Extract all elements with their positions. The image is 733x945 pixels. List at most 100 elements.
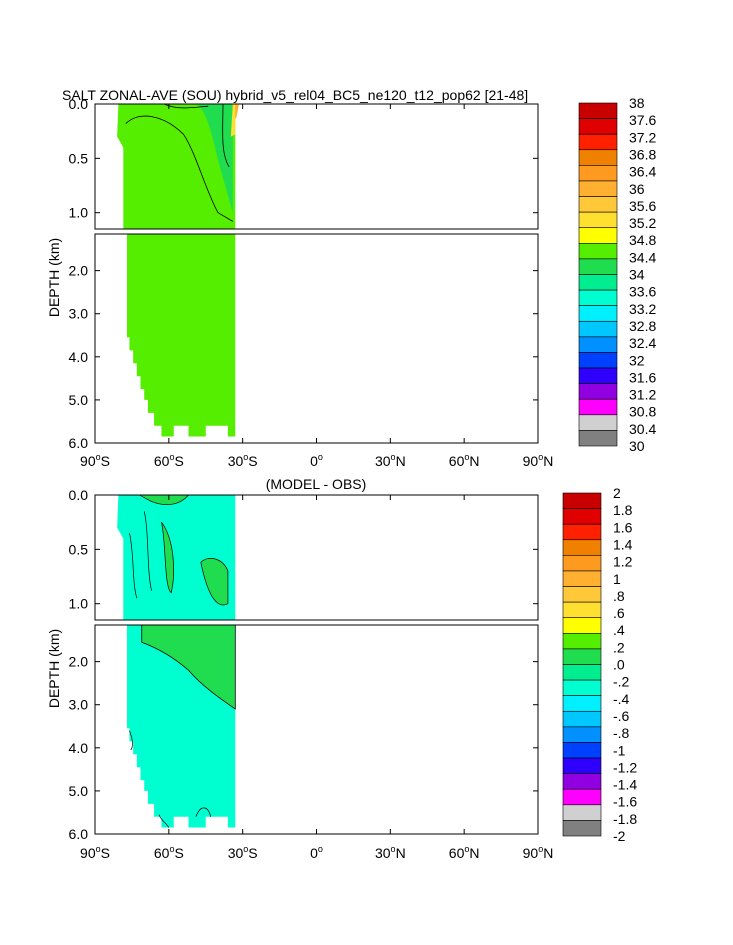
y-tick-label: 6.0 [69, 435, 89, 451]
region-35-2 [230, 104, 236, 137]
colorbar-swatch [578, 336, 618, 353]
colorbar-label: 30.8 [629, 404, 656, 420]
panel-1: SALT ZONAL-AVE (SOU) hybrid_v5_rel04_BC5… [46, 87, 656, 469]
x-tick-label: 90oN [523, 452, 554, 469]
colorbar-swatch [562, 820, 602, 837]
colorbar-swatch [578, 320, 618, 338]
colorbar-swatch [562, 648, 602, 665]
x-tick-label: 60oS [154, 452, 184, 469]
colorbar-label: .4 [613, 622, 625, 638]
colorbar-label: -1.4 [613, 777, 637, 793]
y-tick-label: 6.0 [69, 826, 89, 842]
colorbar-label: -.2 [613, 674, 630, 690]
x-tick-label: 60oN [449, 844, 480, 861]
contour-line [195, 807, 212, 817]
colorbar-swatch [562, 679, 602, 696]
y-tick-label: 3.0 [69, 697, 89, 713]
colorbar-swatch [578, 165, 618, 182]
colorbar-label: 36 [629, 181, 645, 197]
colorbar-label: -1.6 [613, 794, 637, 810]
y-tick-label: 4.0 [69, 740, 89, 756]
colorbar-label: .2 [613, 639, 625, 655]
contour-line [129, 532, 138, 599]
colorbar-swatch [578, 289, 618, 306]
y-tick-label: 2.0 [69, 263, 89, 279]
colorbar-swatch [578, 258, 618, 275]
colorbar-swatch [562, 633, 602, 650]
y-tick-label: 0.0 [69, 487, 89, 503]
x-tick-label: 30oS [228, 452, 258, 469]
colorbar-label: -1.2 [613, 759, 637, 775]
lower-fill [126, 234, 236, 437]
colorbar-swatch [578, 352, 618, 369]
colorbar-label: -.8 [613, 725, 630, 741]
colorbar-swatch [562, 788, 602, 806]
colorbar-swatch [578, 430, 618, 447]
colorbar-label: 34.4 [629, 249, 656, 265]
x-tick-label: 90oS [80, 844, 110, 861]
region-35-6 [235, 104, 239, 120]
colorbar-swatch [578, 149, 618, 166]
contour-line [143, 511, 152, 591]
x-tick-label: 0o [310, 452, 323, 469]
colorbar-label: 1.2 [613, 554, 633, 570]
colorbar-label: 2 [613, 485, 621, 501]
colorbar-swatch [578, 243, 618, 260]
colorbar-swatch [562, 710, 602, 728]
y-tick-label: 0.0 [69, 96, 89, 112]
colorbar-label: 32.4 [629, 335, 656, 351]
colorbar-swatch [578, 180, 618, 197]
colorbar-label: 30.4 [629, 421, 656, 437]
colorbar-swatch [578, 133, 618, 151]
colorbar-swatch [562, 726, 602, 743]
colorbar-swatch [562, 508, 602, 525]
upper-fill [117, 495, 236, 620]
colorbar-label: 34 [629, 267, 645, 283]
colorbar-swatch [578, 414, 618, 431]
colorbar-label: 32.8 [629, 318, 656, 334]
y-tick-label: 0.5 [69, 541, 89, 557]
colorbar-label: 1.8 [613, 502, 633, 518]
y-tick-label: 3.0 [69, 306, 89, 322]
region-positive [161, 521, 175, 594]
x-tick-label: 30oN [375, 452, 406, 469]
colorbar-swatch [578, 383, 618, 400]
colorbar-label: -.6 [613, 708, 630, 724]
colorbar-swatch [562, 804, 602, 821]
contour-line [125, 115, 234, 222]
colorbar-swatch [578, 196, 618, 213]
y-tick-label: 0.5 [69, 150, 89, 166]
x-tick-label: 30oN [375, 844, 406, 861]
colorbar: 21.81.61.41.21.8.6.4.2.0-.2-.4-.6-.8-1-1… [562, 485, 637, 844]
colorbar-swatch [578, 398, 618, 416]
lower-field [126, 624, 236, 828]
lower-field [126, 234, 236, 437]
colorbar-swatch [562, 570, 602, 587]
colorbar-swatch [578, 227, 618, 244]
x-tick-label: 90oN [523, 844, 554, 861]
upper-field [117, 494, 236, 620]
contour-line [158, 814, 170, 828]
colorbar-label: 33.6 [629, 284, 656, 300]
x-tick-label: 0o [310, 844, 323, 861]
colorbar-label: .0 [613, 657, 625, 673]
colorbar-swatch [562, 742, 602, 759]
colorbar-label: .6 [613, 605, 625, 621]
panel-title: (MODEL - OBS) [266, 476, 367, 492]
colorbar: 3837.637.236.836.43635.635.234.834.43433… [578, 95, 656, 454]
y-axis-label: DEPTH (km) [46, 629, 62, 708]
colorbar-swatch [578, 305, 618, 322]
colorbar-label: 35.6 [629, 198, 656, 214]
contour-line [163, 103, 209, 109]
colorbar-label: 1 [613, 571, 621, 587]
y-tick-label: 1.0 [69, 596, 89, 612]
panel-2: (MODEL - OBS)0.00.51.02.03.04.05.06.0DEP… [46, 476, 637, 861]
colorbar-label: 36.4 [629, 164, 656, 180]
colorbar-label: 1.6 [613, 519, 633, 535]
colorbar-swatch [562, 523, 602, 541]
colorbar-swatch [578, 367, 618, 384]
x-tick-label: 30oS [228, 844, 258, 861]
colorbar-label: 31.6 [629, 369, 656, 385]
colorbar-label: 34.8 [629, 232, 656, 248]
